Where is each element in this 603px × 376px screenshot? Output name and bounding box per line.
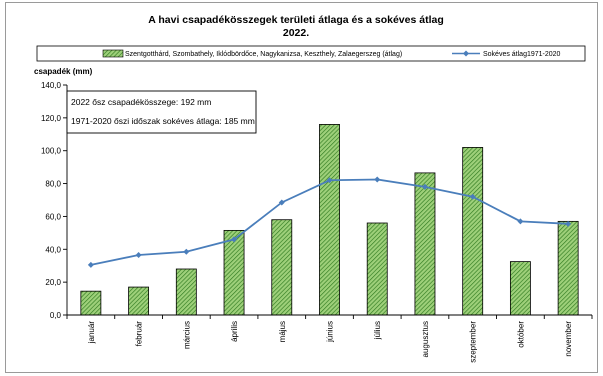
x-tick-label-február: február: [135, 321, 144, 347]
bar-április: [223, 229, 245, 316]
y-tick-label: 120,0: [41, 114, 62, 123]
y-tick-label: 100,0: [41, 147, 62, 156]
y-tick-label: 20,0: [45, 278, 61, 287]
x-tick-label-május: május: [278, 321, 287, 342]
legend: Szentgotthárd, Szombathely, Iklódbördőce…: [36, 45, 586, 62]
annotation-line-2: 1971-2020 őszi időszak sokéves átlaga: 1…: [71, 116, 255, 126]
chart-title-line2: 2022.: [283, 27, 309, 39]
y-tick-label: 80,0: [45, 180, 61, 189]
y-tick-label: 40,0: [45, 245, 61, 254]
bar-október: [509, 261, 531, 316]
average-marker-július: [374, 176, 381, 183]
y-tick-label: 140,0: [41, 81, 62, 90]
x-tick-label-szeptember: szeptember: [469, 321, 478, 363]
bar-február: [128, 286, 150, 316]
annotation-box: 2022 ősz csapadékösszege: 192 mm 1971-20…: [66, 90, 257, 134]
x-tick-label-július: július: [373, 321, 382, 340]
legend-swatch-marker: [463, 50, 469, 57]
chart-title-line1: A havi csapadékösszegek területi átlaga …: [148, 14, 444, 26]
bar-szeptember: [462, 147, 484, 316]
x-tick-label-április: április: [230, 321, 239, 342]
bar-június: [319, 124, 340, 316]
average-marker-szeptember: [469, 193, 476, 200]
legend-swatch-bars: [102, 49, 124, 58]
bar-november: [557, 220, 579, 316]
chart-frame: A havi csapadékösszegek területi átlaga …: [5, 2, 598, 373]
y-tick-label: 60,0: [45, 212, 61, 221]
average-marker-augusztus: [421, 183, 428, 190]
x-tick-label-november: november: [564, 321, 573, 357]
annotation-line-1: 2022 ősz csapadékösszege: 192 mm: [71, 97, 211, 107]
average-marker-január: [87, 261, 94, 268]
bar-január: [80, 290, 102, 316]
bar-augusztus: [414, 172, 436, 316]
bar-július: [366, 222, 388, 316]
legend-box: [36, 45, 586, 62]
legend-label-bars: Szentgotthárd, Szombathely, Iklódbördőce…: [125, 51, 402, 58]
x-axis: január február március április május június jú…: [66, 314, 593, 363]
x-tick-label-január: január: [87, 321, 96, 345]
x-tick-label-augusztus: augusztus: [421, 321, 430, 357]
line-series: [87, 176, 572, 268]
average-marker-április: [231, 236, 238, 243]
x-tick-label-október: október: [516, 321, 525, 348]
x-tick-label-március: március: [182, 321, 191, 349]
y-axis: 0,0 20,0 40,0 60,0 80,0 100,0 120,0 140,0: [41, 81, 68, 320]
average-marker-október: [517, 218, 524, 225]
average-marker-május: [278, 199, 285, 206]
y-tick-label: 0,0: [50, 311, 62, 320]
annotation-border: [66, 90, 257, 134]
x-tick-label-június: június: [326, 321, 335, 343]
average-marker-február: [135, 252, 142, 259]
average-marker-november: [565, 220, 572, 227]
chart-svg: A havi csapadékösszegek területi átlaga …: [34, 14, 593, 363]
bar-május: [271, 219, 293, 316]
bar-március: [175, 268, 197, 316]
legend-label-line: Sokéves átlag1971-2020: [483, 51, 561, 58]
average-marker-március: [183, 248, 190, 255]
bar-series: [80, 124, 579, 316]
average-marker-június: [326, 177, 333, 184]
y-axis-label: csapadék (mm): [34, 67, 93, 76]
